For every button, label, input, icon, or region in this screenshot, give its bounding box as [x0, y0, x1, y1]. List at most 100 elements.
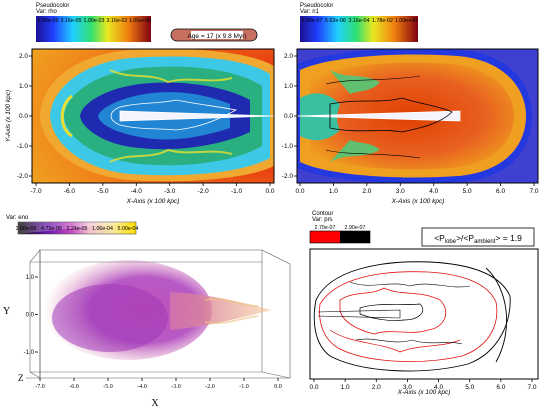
eno-x-tick-label: 0.0 [274, 384, 282, 390]
colorbar-prs-title: Contour [312, 211, 333, 217]
pressure-ratio-box: <Plobe>/<Pambient> = 1.9 [421, 227, 535, 247]
colorbar-n1-tick-label: 5.62e-06 [325, 18, 346, 24]
n1-y-tick-label: 1.0 [284, 83, 293, 90]
prs-x-ticks: 0.0 1.0 2.0 3.0 4.0 5.0 6.0 7.0 [309, 379, 537, 391]
rho-x-ticks: -7.0 -6.0 -5.0 -4.0 -3.0 -2.0 -1.0 0.0 [30, 183, 275, 195]
n1-xlabel: X-Axis (x 100 kpc) [391, 198, 445, 205]
eno-x-tick-label: -1.0 [239, 384, 249, 390]
colorbar-eno: Var: eno [6, 215, 137, 235]
eno-jet-tail [170, 292, 272, 330]
eno-xlabel: X [151, 398, 159, 408]
colorbar-rho-band [36, 24, 151, 42]
colorbar-eno-ticks: 1.00e-06 4.73e-06 2.24e-05 1.06e-04 5.00e-04 [16, 226, 139, 232]
rho-y-tick-label: 0.0 [19, 113, 28, 120]
colorbar-prs-level-red [310, 231, 340, 243]
prs-xlabel: X-Axis (x 100 kpc) [397, 389, 451, 396]
rho-x-tick-label: -1.0 [231, 188, 243, 195]
prs-x-tick-label: 2.0 [372, 384, 381, 391]
prs-frame [309, 248, 539, 380]
rho-y-tick-label: -1.0 [17, 143, 29, 150]
colorbar-prs-tick-label: 2.70e-07 [315, 225, 336, 231]
n1-y-ticks: 2.0 1.0 0.0 -1.0 -2.0 [282, 53, 297, 180]
colorbar-n1: Pseudocolor Var: n1 [300, 3, 418, 42]
colorbar-rho-tick-label: 1.00e+00 [129, 18, 151, 24]
rho-jet [119, 110, 274, 122]
eno-x-tick-label: -4.0 [137, 384, 147, 390]
colorbar-n1-tick-label: 3.16e-04 [349, 18, 370, 24]
rho-x-tick-label: -2.0 [198, 188, 210, 195]
eno-zlabel: Z [18, 373, 24, 383]
n1-x-tick-label: 7.0 [529, 188, 538, 195]
colorbar-n1-tick-label: 1.78e-02 [372, 18, 393, 24]
eno-y-tick-label: 1.0 [26, 275, 35, 281]
colorbar-rho-gradient [36, 16, 151, 24]
colorbar-prs-tick-label: 2.90e-07 [345, 225, 366, 231]
colorbar-eno-tick-label: 4.73e-06 [41, 226, 62, 232]
n1-x-tick-label: 2.0 [362, 188, 371, 195]
rho-x-tick-label: -6.0 [64, 188, 76, 195]
colorbar-n1-gradient [300, 16, 418, 24]
rho-y-tick-label: 1.0 [19, 83, 28, 90]
eno-ylabel: Y [3, 306, 10, 317]
colorbar-rho-tick-label: 3.16e-05 [61, 18, 82, 24]
prs-x-tick-label: 3.0 [403, 384, 412, 391]
n1-y-tick-label: -1.0 [282, 143, 294, 150]
rho-x-tick-label: -5.0 [97, 188, 109, 195]
rho-x-tick-label: -4.0 [131, 188, 143, 195]
rho-y-ticks: 2.0 1.0 0.0 -1.0 -2.0 [17, 53, 32, 180]
colorbar-eno-tick-label: 2.24e-05 [67, 226, 88, 232]
prs-x-tick-label: 6.0 [496, 384, 505, 391]
colorbar-eno-gradient [17, 221, 137, 235]
prs-contour-inner [319, 271, 498, 362]
n1-y-tick-label: -2.0 [282, 173, 294, 180]
colorbar-n1-title: Pseudocolor [300, 3, 333, 9]
n1-x-ticks: 0.0 1.0 2.0 3.0 4.0 5.0 6.0 7.0 [295, 183, 539, 195]
rho-x-tick-label: -3.0 [164, 188, 176, 195]
n1-x-tick-label: 5.0 [463, 188, 472, 195]
eno-y-tick-label: -1.0 [24, 350, 35, 356]
pressure-ratio-label: <Plobe>/<Pambient> = 1.9 [434, 233, 522, 245]
n1-x-tick-label: 4.0 [429, 188, 438, 195]
eno-x-tick-label: -6.0 [69, 384, 79, 390]
colorbar-rho-title: Pseudocolor [36, 3, 69, 9]
eno-x-tick-label: -2.0 [205, 384, 215, 390]
n1-y-tick-label: 0.0 [284, 113, 293, 120]
prs-x-tick-label: 7.0 [527, 384, 536, 391]
prs-x-tick-label: 0.0 [309, 384, 318, 391]
prs-x-tick-label: 4.0 [434, 384, 443, 391]
eno-x-ticks: -7.0 -6.0 -5.0 -4.0 -3.0 -2.0 -1.0 0.0 [35, 378, 282, 390]
rho-y-tick-label: 2.0 [19, 53, 28, 60]
n1-x-tick-label: 1.0 [329, 188, 338, 195]
rho-x-tick-label: -7.0 [30, 188, 42, 195]
n1-x-tick-label: 3.0 [396, 188, 405, 195]
panel-eno-3d: -7.0 -6.0 -5.0 -4.0 -3.0 -2.0 -1.0 0.0 1.0 0.0 -1… [3, 249, 291, 408]
age-label-box: Age = 17 (x 9.8 Myr) [170, 28, 258, 42]
colorbar-rho: Pseudocolor Var: rho [36, 3, 151, 42]
n1-x-tick-label: 0.0 [295, 188, 304, 195]
colorbar-prs-level-black [340, 231, 370, 243]
colorbar-eno-var: Var: eno [6, 215, 29, 221]
eno-x-tick-label: -7.0 [35, 384, 45, 390]
eno-y-ticks: 1.0 0.0 -1.0 [24, 275, 38, 356]
prs-contour-outer [313, 261, 511, 372]
eno-y-tick-label: 0.0 [26, 313, 35, 319]
rho-x-tick-label: 0.0 [265, 188, 274, 195]
colorbar-eno-tick-label: 1.00e-06 [16, 226, 37, 232]
rho-ylabel: Y-Axis (x 100 kpc) [5, 90, 12, 142]
colorbar-n1-tick-label: 1.00e-07 [302, 18, 323, 24]
colorbar-rho-tick-label: 3.16e-02 [107, 18, 128, 24]
colorbar-n1-band [300, 24, 418, 42]
colorbar-n1-tick-label: 1.00e+00 [395, 18, 417, 24]
colorbar-prs-ticks: 2.70e-07 2.90e-07 [315, 225, 366, 231]
colorbar-rho-tick-label: 1.00e-03 [84, 18, 105, 24]
n1-jet [297, 110, 461, 122]
rho-xlabel: X-Axis (x 100 kpc) [126, 198, 180, 205]
panel-prs-contour: 0.0 1.0 2.0 3.0 4.0 5.0 6.0 7.0 X-Axis (x 100 k… [309, 248, 539, 396]
eno-x-tick-label: -3.0 [171, 384, 181, 390]
colorbar-eno-tick-label: 1.06e-04 [92, 226, 113, 232]
colorbar-eno-tick-label: 5.00e-04 [118, 226, 139, 232]
prs-x-tick-label: 1.0 [341, 384, 350, 391]
colorbar-n1-var: Var: n1 [300, 9, 320, 15]
colorbar-prs: Contour Var: prs [309, 211, 371, 244]
